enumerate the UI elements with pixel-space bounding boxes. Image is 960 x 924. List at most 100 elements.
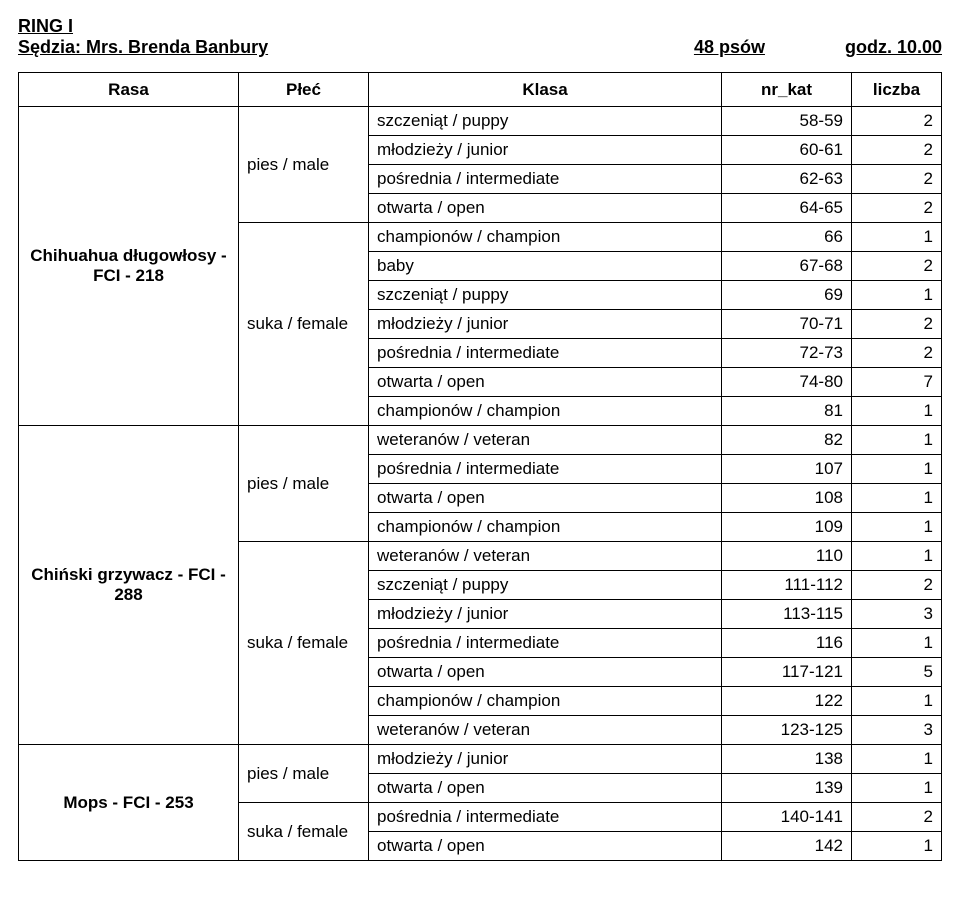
nr-cell: 138 (722, 745, 852, 774)
class-cell: otwarta / open (369, 194, 722, 223)
nr-cell: 81 (722, 397, 852, 426)
class-cell: pośrednia / intermediate (369, 339, 722, 368)
count-cell: 1 (852, 832, 942, 861)
class-cell: championów / champion (369, 223, 722, 252)
nr-cell: 123-125 (722, 716, 852, 745)
sex-cell: pies / male (239, 426, 369, 542)
nr-cell: 109 (722, 513, 852, 542)
nr-cell: 113-115 (722, 600, 852, 629)
class-cell: otwarta / open (369, 368, 722, 397)
col-nr: nr_kat (722, 73, 852, 107)
nr-cell: 67-68 (722, 252, 852, 281)
nr-cell: 62-63 (722, 165, 852, 194)
schedule-table: Rasa Płeć Klasa nr_kat liczba Chihuahua … (18, 72, 942, 861)
nr-cell: 74-80 (722, 368, 852, 397)
count-cell: 2 (852, 107, 942, 136)
col-count: liczba (852, 73, 942, 107)
class-cell: otwarta / open (369, 774, 722, 803)
nr-cell: 69 (722, 281, 852, 310)
count-cell: 3 (852, 716, 942, 745)
judge-name: Mrs. Brenda Banbury (86, 37, 268, 58)
count-cell: 2 (852, 339, 942, 368)
nr-cell: 122 (722, 687, 852, 716)
nr-cell: 82 (722, 426, 852, 455)
header: RING I Sędzia: Mrs. Brenda Banbury 48 ps… (18, 16, 942, 58)
breed-cell: Chiński grzywacz - FCI - 288 (19, 426, 239, 745)
count-cell: 2 (852, 252, 942, 281)
count-cell: 1 (852, 223, 942, 252)
nr-cell: 107 (722, 455, 852, 484)
nr-cell: 108 (722, 484, 852, 513)
class-cell: weteranów / veteran (369, 716, 722, 745)
class-cell: młodzieży / junior (369, 310, 722, 339)
nr-cell: 60-61 (722, 136, 852, 165)
count-cell: 1 (852, 542, 942, 571)
nr-cell: 142 (722, 832, 852, 861)
count-cell: 1 (852, 455, 942, 484)
class-cell: młodzieży / junior (369, 745, 722, 774)
count-cell: 1 (852, 281, 942, 310)
table-row: Mops - FCI - 253pies / malemłodzieży / j… (19, 745, 942, 774)
class-cell: baby (369, 252, 722, 281)
breed-cell: Chihuahua długowłosy - FCI - 218 (19, 107, 239, 426)
class-cell: szczeniąt / puppy (369, 107, 722, 136)
class-cell: pośrednia / intermediate (369, 455, 722, 484)
count-cell: 1 (852, 774, 942, 803)
count-cell: 3 (852, 600, 942, 629)
sex-cell: suka / female (239, 803, 369, 861)
count-cell: 1 (852, 629, 942, 658)
count-cell: 1 (852, 484, 942, 513)
nr-cell: 58-59 (722, 107, 852, 136)
class-cell: weteranów / veteran (369, 542, 722, 571)
ring-title: RING I (18, 16, 942, 37)
nr-cell: 66 (722, 223, 852, 252)
nr-cell: 116 (722, 629, 852, 658)
col-breed: Rasa (19, 73, 239, 107)
class-cell: otwarta / open (369, 658, 722, 687)
count-cell: 2 (852, 194, 942, 223)
judge-label: Sędzia: (18, 37, 81, 58)
nr-cell: 117-121 (722, 658, 852, 687)
count-cell: 1 (852, 687, 942, 716)
col-class: Klasa (369, 73, 722, 107)
col-sex: Płeć (239, 73, 369, 107)
class-cell: pośrednia / intermediate (369, 629, 722, 658)
class-cell: championów / champion (369, 687, 722, 716)
class-cell: otwarta / open (369, 832, 722, 861)
class-cell: otwarta / open (369, 484, 722, 513)
breed-cell: Mops - FCI - 253 (19, 745, 239, 861)
judge-line: Sędzia: Mrs. Brenda Banbury 48 psów godz… (18, 37, 942, 58)
count-cell: 2 (852, 165, 942, 194)
count-cell: 7 (852, 368, 942, 397)
class-cell: pośrednia / intermediate (369, 165, 722, 194)
table-row: Chiński grzywacz - FCI - 288pies / malew… (19, 426, 942, 455)
start-time: godz. 10.00 (845, 37, 942, 58)
count-cell: 5 (852, 658, 942, 687)
sex-cell: suka / female (239, 223, 369, 426)
sex-cell: pies / male (239, 107, 369, 223)
nr-cell: 140-141 (722, 803, 852, 832)
class-cell: weteranów / veteran (369, 426, 722, 455)
nr-cell: 72-73 (722, 339, 852, 368)
class-cell: młodzieży / junior (369, 600, 722, 629)
nr-cell: 110 (722, 542, 852, 571)
nr-cell: 111-112 (722, 571, 852, 600)
table-header-row: Rasa Płeć Klasa nr_kat liczba (19, 73, 942, 107)
count-cell: 1 (852, 745, 942, 774)
table-row: Chihuahua długowłosy - FCI - 218pies / m… (19, 107, 942, 136)
class-cell: szczeniąt / puppy (369, 281, 722, 310)
count-cell: 2 (852, 136, 942, 165)
sex-cell: suka / female (239, 542, 369, 745)
sex-cell: pies / male (239, 745, 369, 803)
count-cell: 2 (852, 571, 942, 600)
count-cell: 2 (852, 803, 942, 832)
count-cell: 2 (852, 310, 942, 339)
class-cell: młodzieży / junior (369, 136, 722, 165)
count-cell: 1 (852, 397, 942, 426)
dog-count: 48 psów (694, 37, 765, 58)
nr-cell: 70-71 (722, 310, 852, 339)
nr-cell: 139 (722, 774, 852, 803)
count-cell: 1 (852, 426, 942, 455)
class-cell: pośrednia / intermediate (369, 803, 722, 832)
count-cell: 1 (852, 513, 942, 542)
